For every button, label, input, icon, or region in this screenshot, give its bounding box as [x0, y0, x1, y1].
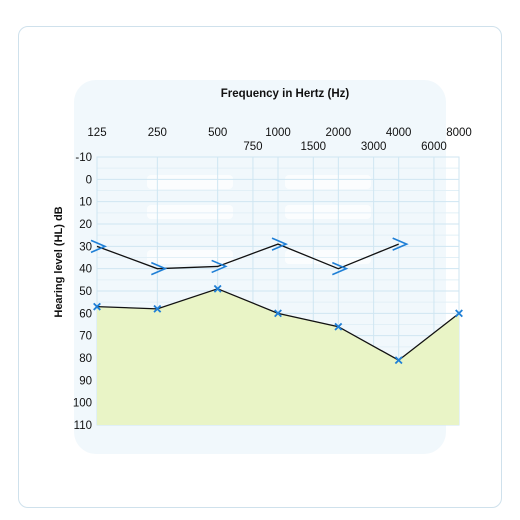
arrow-marker — [211, 259, 228, 274]
y-tick-label: 10 — [79, 197, 92, 209]
y-tick-label: 80 — [79, 353, 92, 365]
y-tick-label: 110 — [74, 420, 92, 432]
arrow-marker — [392, 237, 409, 251]
x-tick-label: 2000 — [326, 127, 352, 139]
background-bar — [147, 175, 233, 189]
arrow-marker — [151, 261, 168, 276]
x-marker — [394, 356, 403, 365]
x-marker-stroke — [394, 356, 403, 365]
arrow-marker — [332, 261, 349, 276]
x-marker — [334, 322, 343, 331]
background-bars — [147, 175, 371, 264]
x-marker-stroke — [93, 302, 101, 311]
x-tick-label-minor: 6000 — [421, 141, 447, 153]
x-tick-label: 1000 — [265, 127, 291, 139]
x-tick-label: 250 — [148, 127, 167, 139]
chart-title: Frequency in Hertz (Hz) — [221, 88, 350, 100]
y-tick-label: 60 — [79, 308, 92, 320]
x-marker-stroke — [274, 309, 282, 318]
x-marker — [153, 304, 162, 313]
y-tick-label: 100 — [73, 398, 92, 410]
x-marker — [93, 302, 101, 311]
x-marker-stroke — [153, 304, 162, 313]
x-tick-label-minor: 1500 — [300, 141, 326, 153]
arrow-marker — [271, 237, 289, 251]
y-tick-label: 20 — [79, 219, 92, 231]
x-marker — [455, 309, 463, 318]
x-tick-label: 500 — [208, 127, 227, 139]
x-tick-label: 4000 — [386, 127, 412, 139]
y-axis-label: Hearing level (HL) dB — [53, 206, 65, 317]
y-tick-label: 70 — [79, 331, 92, 343]
y-tick-label: 40 — [79, 264, 92, 276]
x-ticks: 125 250 500 1000 2000 4000 8000 750 1500 3000 6000 — [87, 127, 471, 153]
area-fill — [97, 288, 459, 425]
series-line-arrow-markers — [96, 243, 399, 270]
x-marker — [274, 309, 282, 318]
x-marker-stroke — [334, 322, 343, 331]
x-marker-stroke — [455, 309, 463, 318]
background-bar — [285, 175, 371, 189]
y-ticks: -10 0 10 20 30 40 50 60 70 80 90 100 110 — [73, 152, 92, 432]
x-marker — [213, 284, 222, 293]
arrow-marker — [90, 239, 108, 254]
x-tick-label: 8000 — [446, 127, 472, 139]
y-tick-label: -10 — [75, 152, 92, 164]
x-tick-label-minor: 750 — [243, 141, 262, 153]
background-bar — [147, 205, 233, 219]
markers — [90, 237, 463, 365]
y-tick-label: 0 — [86, 174, 92, 186]
x-tick-label: 125 — [87, 127, 106, 139]
y-tick-label: 30 — [79, 241, 92, 253]
x-tick-label-minor: 3000 — [361, 141, 387, 153]
y-tick-label: 50 — [79, 286, 92, 298]
background-bar — [285, 205, 371, 219]
x-marker-stroke — [213, 284, 222, 293]
y-tick-label: 90 — [79, 375, 92, 387]
